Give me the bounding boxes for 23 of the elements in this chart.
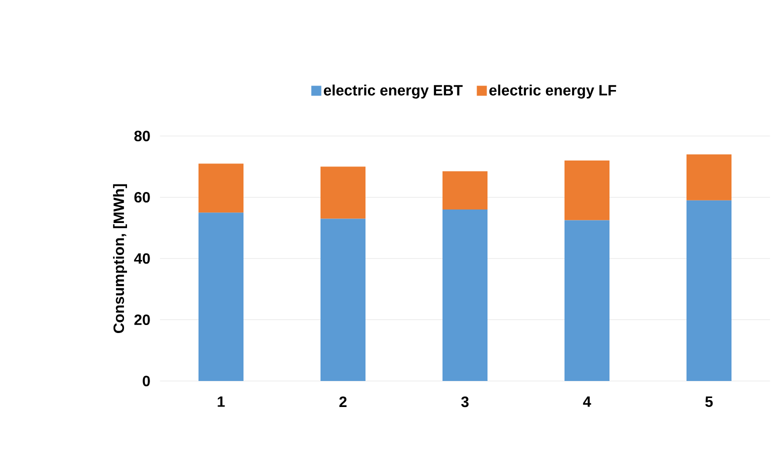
bar xyxy=(320,166,366,219)
y-tick-label: 80 xyxy=(134,130,150,142)
bar xyxy=(686,200,732,381)
bar xyxy=(442,210,488,381)
x-tick-label: 2 xyxy=(339,396,347,407)
y-tick-label: 0 xyxy=(142,376,150,386)
legend-label: electric energy EBT xyxy=(324,84,463,99)
legend-label: electric energy LF xyxy=(489,84,616,99)
y-tick-label: 20 xyxy=(134,314,150,326)
bar xyxy=(564,220,610,381)
y-tick-label: 40 xyxy=(134,253,150,264)
bar xyxy=(198,212,244,381)
x-tick-label: 1 xyxy=(218,396,225,407)
bar xyxy=(320,218,366,381)
y-tick-label: 60 xyxy=(134,192,150,203)
y-axis-title: Consumption, [MWh] xyxy=(113,184,128,334)
bar xyxy=(564,160,610,220)
x-tick-label: 3 xyxy=(461,396,469,408)
bar xyxy=(686,154,732,200)
x-tick-label: 5 xyxy=(705,396,713,407)
x-tick-label: 4 xyxy=(583,396,592,407)
bar xyxy=(442,171,488,210)
bar xyxy=(198,164,244,213)
